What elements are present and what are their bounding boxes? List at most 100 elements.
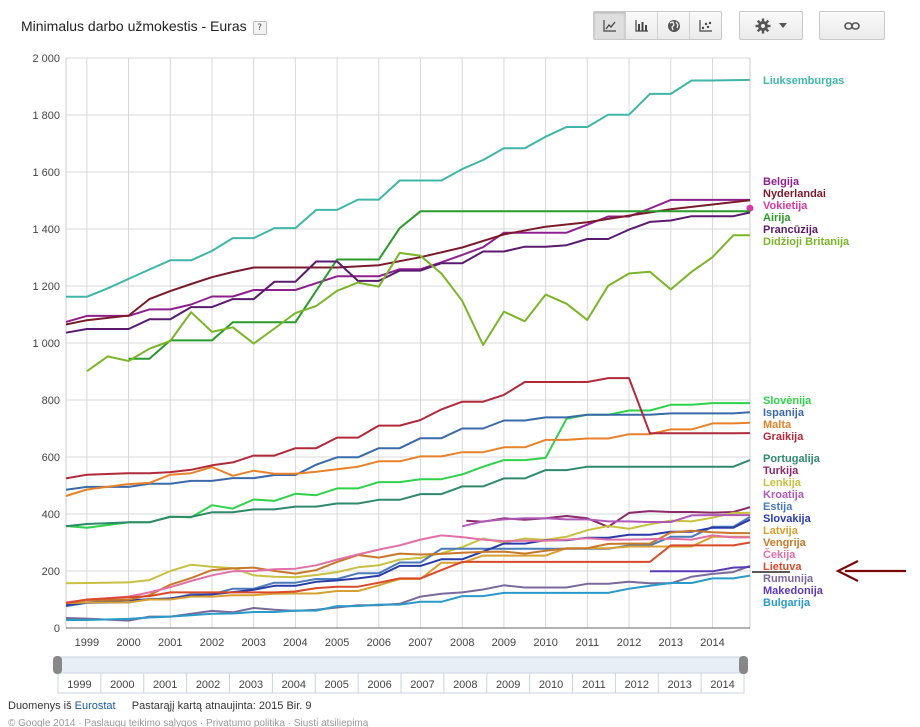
range-year-label: 2006 <box>367 679 391 691</box>
line-chart-button[interactable] <box>594 12 626 39</box>
x-tick-label: 2013 <box>659 637 683 649</box>
y-tick-label: 800 <box>42 395 60 407</box>
legend-label: Turkija <box>763 465 799 477</box>
scatter-button[interactable] <box>690 12 721 39</box>
range-year-label: 2002 <box>196 679 220 691</box>
legend-label: Nyderlandai <box>763 188 826 200</box>
range-year-label: 2013 <box>667 679 691 691</box>
legend-label: Makedonija <box>763 585 824 597</box>
y-tick-label: 1 200 <box>32 281 60 293</box>
legend-label: Vokietija <box>763 200 808 212</box>
series-line <box>65 511 750 585</box>
series-line <box>65 541 751 605</box>
legend-label: Slovakija <box>763 513 812 525</box>
series-line <box>128 210 750 360</box>
series-line <box>65 534 750 604</box>
range-year-label: 2005 <box>324 679 348 691</box>
chart-type-toolbar <box>593 11 722 40</box>
y-tick-label: 2 000 <box>32 53 60 65</box>
legend-label: Lietuva <box>763 561 802 573</box>
chevron-down-icon <box>779 23 787 28</box>
range-year-label: 2008 <box>453 679 477 691</box>
legend-label: Estija <box>763 501 793 513</box>
gear-icon <box>755 18 771 33</box>
range-handle-left[interactable] <box>53 656 62 674</box>
series-line <box>65 199 751 326</box>
series-line <box>65 529 750 604</box>
line-chart: 0 200 400 600 800 1 000 1 200 1 400 1 600 1 800 2 … <box>32 53 906 694</box>
x-tick-label: 2014 <box>700 637 724 649</box>
x-tick-label: 2006 <box>367 637 391 649</box>
series-point <box>746 204 754 212</box>
y-tick-label: 1 800 <box>32 110 60 122</box>
range-year-label: 2004 <box>282 679 306 691</box>
range-year-label: 2000 <box>110 679 134 691</box>
legend-label: Belgija <box>763 176 800 188</box>
y-tick-label: 400 <box>42 509 60 521</box>
legend-label: Airija <box>763 212 791 224</box>
y-tick-label: 1 600 <box>32 167 60 179</box>
x-tick-label: 2008 <box>450 637 474 649</box>
range-year-label: 2007 <box>410 679 434 691</box>
series-line <box>65 198 750 323</box>
x-tick-label: 2000 <box>116 637 140 649</box>
footer-links: © Google 2014 · Paslaugų teikimo sąlygos… <box>8 718 369 727</box>
range-handle-right[interactable] <box>739 656 748 674</box>
range-year-label: 2014 <box>710 679 734 691</box>
range-track <box>57 656 745 674</box>
chart-title: Minimalus darbo užmokestis - Euras? <box>21 18 267 35</box>
annotation-arrow-head <box>835 560 859 582</box>
series-line <box>65 518 751 607</box>
range-year-label: 2010 <box>539 679 563 691</box>
series-line <box>65 377 751 480</box>
legend-label: Bulgarija <box>763 597 811 609</box>
source-link[interactable]: Eurostat <box>74 700 116 712</box>
x-tick-label: 2012 <box>617 637 641 649</box>
range-year-label: 2009 <box>496 679 520 691</box>
x-tick-label: 2010 <box>533 637 557 649</box>
map-button[interactable] <box>658 12 690 39</box>
link-button[interactable] <box>819 11 885 40</box>
legend-label: Portugalija <box>763 453 821 465</box>
bar-chart-button[interactable] <box>626 12 658 39</box>
legend-label: Lenkija <box>763 477 802 489</box>
bar-chart-icon <box>634 19 648 32</box>
legend-label: Latvija <box>763 525 799 537</box>
settings-button[interactable] <box>739 11 803 40</box>
y-tick-label: 600 <box>42 452 60 464</box>
source-prefix: Duomenys iš <box>8 700 72 712</box>
series-line <box>65 421 751 497</box>
legend-label: Didžioji Britanija <box>763 236 850 248</box>
range-year-label: 2012 <box>625 679 649 691</box>
x-tick-label: 2005 <box>325 637 349 649</box>
link-icon <box>844 21 860 30</box>
legend-label: Čekija <box>763 548 796 561</box>
x-tick-label: 2007 <box>408 637 432 649</box>
legend-label: Vengrija <box>763 537 807 549</box>
x-tick-label: 1999 <box>75 637 99 649</box>
legend-label: Kroatija <box>763 489 805 501</box>
series-line <box>66 78 751 298</box>
series-line <box>65 402 750 529</box>
series-line <box>66 574 751 621</box>
range-year-label: 1999 <box>67 679 91 691</box>
range-selector[interactable]: 1999 2000 2001 2002 2003 2004 2005 2006 2007 2008… <box>53 656 748 694</box>
x-tick-label: 2009 <box>492 637 516 649</box>
y-tick-label: 200 <box>42 566 60 578</box>
legend-label: Rumunija <box>763 573 814 585</box>
x-tick-label: 2011 <box>576 637 600 649</box>
range-year-label: 2001 <box>153 679 177 691</box>
legend-label: Ispanija <box>763 407 805 419</box>
x-tick-label: 2004 <box>283 637 307 649</box>
y-tick-label: 1 400 <box>32 224 60 236</box>
x-tick-label: 2002 <box>200 637 224 649</box>
y-tick-label: 1 000 <box>32 338 60 350</box>
x-tick-label: 2001 <box>158 637 182 649</box>
range-year-label: 2003 <box>239 679 263 691</box>
legend-label: Liuksemburgas <box>763 75 844 87</box>
x-tick-label: 2003 <box>241 637 265 649</box>
globe-icon <box>667 19 680 32</box>
footer: Duomenys iš Eurostat Pastarąjį kartą atn… <box>8 700 312 712</box>
series-line <box>86 234 750 373</box>
help-icon[interactable]: ? <box>252 21 267 35</box>
